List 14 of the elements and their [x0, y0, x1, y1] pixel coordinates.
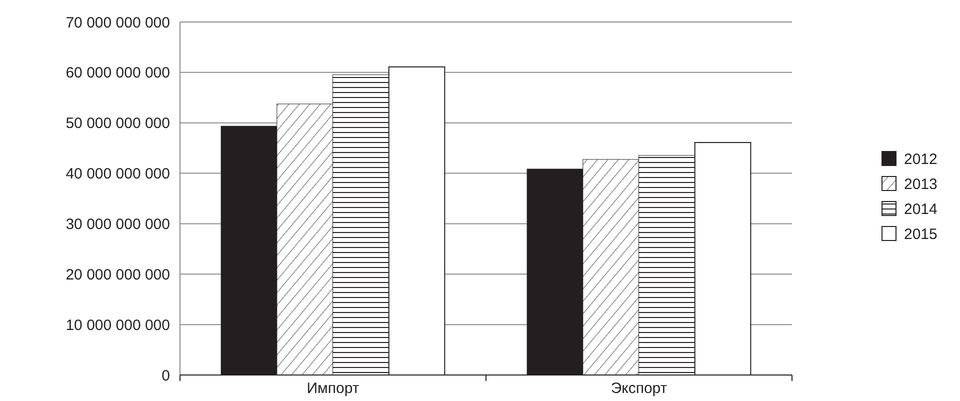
y-tick-label: 50 000 000 000: [66, 115, 170, 132]
x-tick-label: Импорт: [306, 380, 360, 397]
legend-label: 2012: [904, 150, 938, 168]
y-tick-label: 70 000 000 000: [66, 14, 170, 32]
x-tick-label: Экспорт: [610, 380, 668, 397]
y-tick-label: 20 000 000 000: [66, 266, 170, 284]
legend-label: 2013: [904, 176, 938, 193]
y-tick-label: 40 000 000 000: [66, 166, 170, 183]
legend-label: 2015: [904, 226, 938, 243]
y-tick-label: 0: [162, 367, 170, 384]
y-tick-label: 60 000 000 000: [66, 64, 170, 82]
legend-label: 2014: [904, 200, 938, 218]
y-tick-label: 30 000 000 000: [66, 216, 170, 233]
y-tick-label: 10 000 000 000: [66, 316, 170, 334]
